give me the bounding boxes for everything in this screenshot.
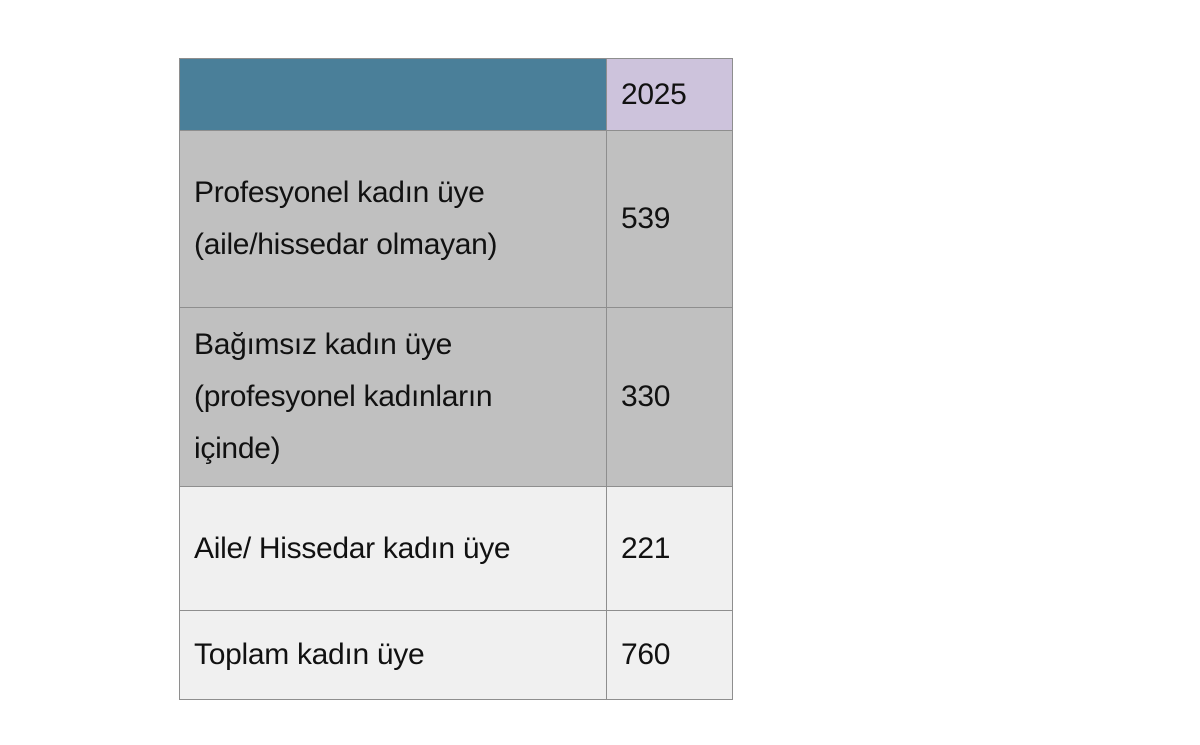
row-label: Bağımsız kadın üye (profesyonel kadınlar… — [179, 307, 607, 487]
table-row: Bağımsız kadın üye (profesyonel kadınlar… — [179, 307, 733, 487]
row-value: 760 — [606, 610, 733, 700]
table-row: Aile/ Hissedar kadın üye 221 — [179, 486, 733, 611]
row-value: 330 — [606, 307, 733, 487]
row-label: Toplam kadın üye — [179, 610, 607, 700]
header-row: 2025 — [179, 58, 733, 131]
table-row: Toplam kadın üye 760 — [179, 610, 733, 700]
row-value: 539 — [606, 130, 733, 308]
row-label: Aile/ Hissedar kadın üye — [179, 486, 607, 611]
row-value: 221 — [606, 486, 733, 611]
header-year-cell: 2025 — [606, 58, 733, 131]
header-label-cell — [179, 58, 607, 131]
table-row: Profesyonel kadın üye (aile/hissedar olm… — [179, 130, 733, 308]
women-members-table: 2025 Profesyonel kadın üye (aile/hisseda… — [179, 58, 733, 700]
row-label: Profesyonel kadın üye (aile/hissedar olm… — [179, 130, 607, 308]
